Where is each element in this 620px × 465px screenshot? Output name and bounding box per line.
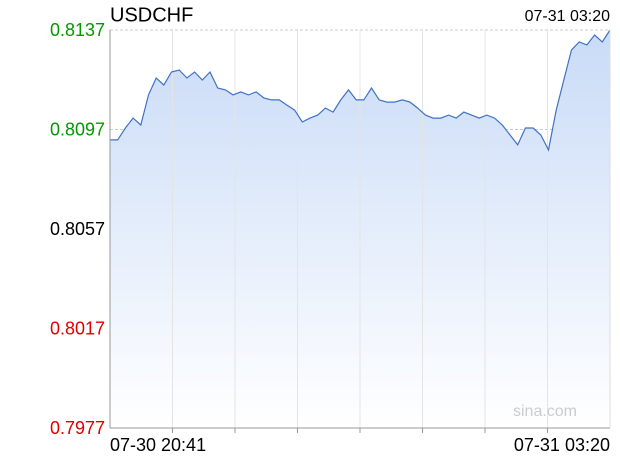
- y-tick-label: 0.8097: [50, 119, 105, 139]
- watermark: sina.com: [513, 403, 577, 420]
- y-tick-label: 0.8017: [50, 318, 105, 338]
- y-tick-label: 0.7977: [50, 418, 105, 438]
- price-line: [110, 29, 611, 152]
- timestamp: 07-31 03:20: [525, 8, 611, 25]
- y-tick-label: 0.8057: [50, 219, 105, 239]
- x-tick-label: 07-31 03:20: [514, 435, 610, 455]
- y-tick-label: 0.8137: [50, 20, 105, 40]
- x-tick-label: 07-30 20:41: [110, 435, 206, 455]
- axis-ticks: [172, 428, 548, 433]
- chart-title: USDCHF: [110, 4, 193, 26]
